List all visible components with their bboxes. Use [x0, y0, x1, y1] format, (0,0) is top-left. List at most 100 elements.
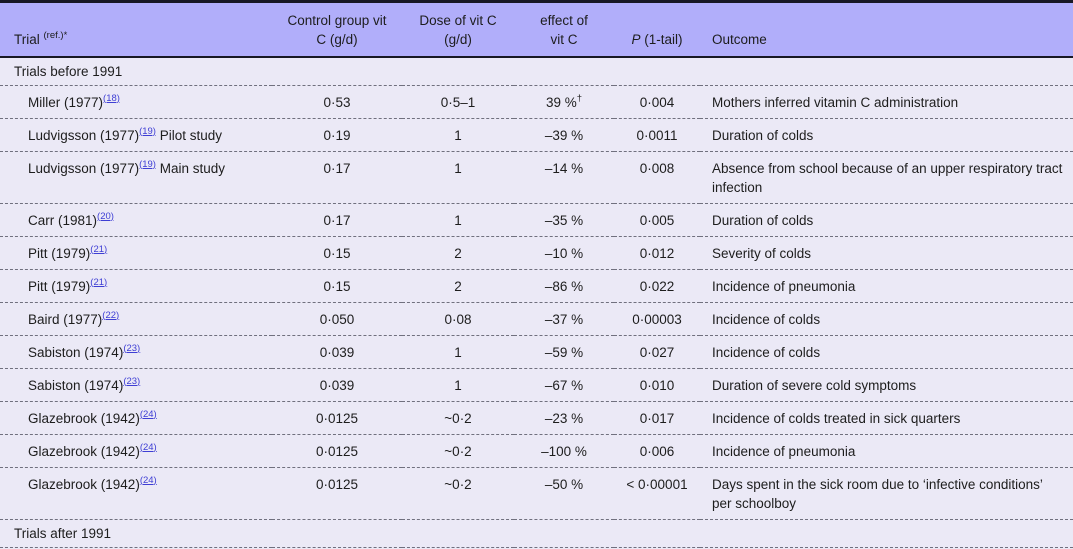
p-value: 0·00003 — [632, 312, 682, 327]
table-row: Baird (1977)(22) 0·050 0·08 –37 % 0·00003 Inc… — [0, 303, 1073, 336]
effect-value: –59 % — [544, 345, 584, 360]
trial-name: Carr (1981) — [28, 213, 98, 228]
effect-cell: –23 % — [514, 402, 614, 435]
column-header-trial: Trial (ref.)* — [0, 1, 272, 58]
table-row: Sabiston (1974)(23) 0·039 1 –67 % 0·010 Durat… — [0, 369, 1073, 402]
reference-link[interactable]: (19) — [139, 125, 156, 137]
p-value: 0·006 — [639, 444, 675, 459]
outcome-text: Incidence of colds — [712, 312, 821, 327]
outcome-text: Duration of colds — [712, 128, 814, 143]
dagger-footnote-marker: † — [576, 92, 583, 104]
outcome-text: Incidence of colds — [712, 345, 821, 360]
dose-value: ~0·2 — [444, 477, 472, 492]
effect-cell: –100 % — [514, 435, 614, 468]
p-value: 0·0011 — [636, 128, 678, 143]
reference-link[interactable]: (21) — [90, 276, 108, 288]
trial-cell: Glazebrook (1942)(24) — [0, 468, 272, 520]
reference-link[interactable]: (19) — [139, 158, 156, 170]
dose-value: 0·08 — [444, 312, 472, 327]
control-group-value: 0·15 — [323, 246, 351, 261]
reference-link[interactable]: (23) — [123, 342, 141, 354]
table-row: Glazebrook (1942)(24) 0·0125 ~0·2 –50 % < 0·… — [0, 468, 1073, 520]
reference-link[interactable]: (20) — [97, 210, 114, 222]
effect-cell: –35 % — [514, 204, 614, 237]
trial-name: Sabiston (1974) — [28, 345, 124, 360]
trial-name: Glazebrook (1942) — [28, 411, 140, 426]
effect-value: –100 % — [541, 444, 587, 459]
dose-value: 1 — [454, 128, 462, 143]
p-value: 0·005 — [639, 213, 675, 228]
trial-name-suffix: Main study — [155, 161, 226, 176]
section-row: Trials before 1991 — [0, 57, 1073, 86]
outcome-text: Duration of severe cold symptoms — [712, 378, 917, 393]
control-group-value: 0·17 — [323, 161, 351, 176]
trial-name: Miller (1977) — [28, 95, 104, 110]
outcome-text: Duration of colds — [712, 213, 814, 228]
outcome-text: Severity of colds — [712, 246, 812, 261]
effect-value: 39 % — [545, 95, 577, 110]
p-value: 0·022 — [639, 279, 675, 294]
reference-link[interactable]: (18) — [103, 92, 120, 104]
trial-name: Pitt (1979) — [28, 246, 91, 261]
effect-value: –10 % — [544, 246, 584, 261]
reference-link[interactable]: (24) — [139, 408, 157, 420]
dose-header-line1: Dose of vit C — [419, 13, 497, 28]
p-header-rest: (1-tail) — [640, 32, 683, 47]
control-group-value: 0·050 — [319, 312, 355, 327]
reference-link[interactable]: (21) — [90, 243, 108, 255]
control-header-line2: C (g/d) — [316, 32, 358, 47]
table-row: Sabiston (1974)(23) 0·039 1 –59 % 0·027 Incid… — [0, 336, 1073, 369]
trial-cell: Sabiston (1974)(23) — [0, 369, 272, 402]
effect-header-line2: vit C — [550, 32, 578, 47]
effect-value: –23 % — [544, 411, 584, 426]
dose-value: ~0·2 — [444, 444, 472, 459]
trial-cell: Ludvigsson (1977)(19) Main study — [0, 152, 272, 204]
outcome-text: Incidence of colds treated in sick quart… — [712, 411, 961, 426]
trial-cell: Baird (1977)(22) — [0, 303, 272, 336]
column-header-dose: Dose of vit C (g/d) — [402, 1, 514, 58]
trial-cell: Carr (1981)(20) — [0, 204, 272, 237]
column-header-effect: effect of vit C — [514, 1, 614, 58]
trial-header-ref-note: (ref.)* — [43, 29, 68, 41]
table-row: Pitt (1979)(21) 0·15 2 –86 % 0·022 Incidence … — [0, 270, 1073, 303]
effect-value: –37 % — [544, 312, 584, 327]
reference-link[interactable]: (24) — [139, 474, 157, 486]
trial-name: Baird (1977) — [28, 312, 103, 327]
effect-cell: –39 % — [514, 119, 614, 152]
effect-cell: –37 % — [514, 303, 614, 336]
control-group-value: 0·0125 — [315, 411, 359, 426]
section-row: Trials after 1991 — [0, 520, 1073, 548]
effect-cell: –86 % — [514, 270, 614, 303]
trial-name-suffix: Pilot study — [155, 128, 223, 143]
effect-cell: –59 % — [514, 336, 614, 369]
table-header: Trial (ref.)* Control group vit C (g/d) D… — [0, 1, 1073, 58]
table-body: Trials before 1991 Miller (1977)(18) 0·53 0… — [0, 57, 1073, 549]
p-value: < 0·00001 — [626, 477, 688, 492]
control-header-line1: Control group vit — [287, 13, 387, 28]
reference-link[interactable]: (23) — [123, 375, 141, 387]
effect-value: –39 % — [544, 128, 584, 143]
column-header-control-group: Control group vit C (g/d) — [272, 1, 402, 58]
dose-value: 0·5–1 — [440, 95, 476, 110]
reference-link[interactable]: (22) — [102, 309, 120, 321]
outcome-text: Days spent in the sick room due to ‘infe… — [712, 477, 1043, 511]
outcome-text: Absence from school because of an upper … — [712, 161, 1063, 195]
table-row: Carr (1981)(20) 0·17 1 –35 % 0·005 Duration o… — [0, 204, 1073, 237]
effect-cell: –67 % — [514, 369, 614, 402]
table-row: Glazebrook (1942)(24) 0·0125 ~0·2 –23 % 0·01… — [0, 402, 1073, 435]
trial-header-label: Trial — [14, 32, 40, 47]
effect-value: –14 % — [544, 161, 584, 176]
trial-cell: Pitt (1979)(21) — [0, 270, 272, 303]
trial-name: Sabiston (1974) — [28, 378, 124, 393]
reference-link[interactable]: (24) — [139, 441, 157, 453]
p-header-symbol: P — [631, 32, 641, 47]
p-value: 0·010 — [639, 378, 675, 393]
trial-cell: Pitt (1979)(21) — [0, 237, 272, 270]
column-header-p-value: P (1-tail) — [614, 1, 700, 58]
trial-name: Pitt (1979) — [28, 279, 91, 294]
dose-header-line2: (g/d) — [444, 32, 472, 47]
p-value: 0·027 — [639, 345, 675, 360]
effect-value: –50 % — [544, 477, 584, 492]
effect-cell: –10 % — [514, 237, 614, 270]
control-group-value: 0·0125 — [315, 477, 359, 492]
